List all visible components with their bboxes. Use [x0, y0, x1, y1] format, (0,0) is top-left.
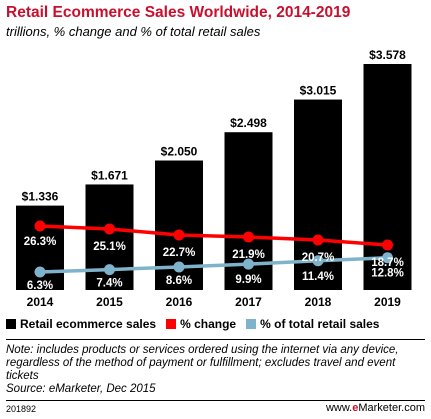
legend-label-sales: Retail ecommerce sales	[20, 317, 157, 331]
share-label-2019: 12.8%	[371, 268, 404, 280]
legend-swatch-sales	[6, 319, 16, 329]
chart-title: Retail Ecommerce Sales Worldwide, 2014-2…	[6, 4, 351, 21]
bar-value-label-2015: $1.671	[91, 168, 128, 182]
point-percent-total-2016	[173, 261, 185, 273]
bar-value-label-2018: $3.015	[300, 84, 337, 98]
legend-label-change: % change	[180, 317, 237, 331]
bar-value-label-2014: $1.336	[22, 190, 59, 204]
change-label-2015: 25.1%	[93, 241, 126, 253]
category-label-2015: 2015	[96, 295, 123, 309]
brand-prefix: www.	[325, 402, 353, 414]
share-label-2014: 6.3%	[27, 280, 53, 292]
legend-swatch-share	[246, 319, 257, 329]
point-percent-total-2017	[243, 258, 254, 270]
chart-code: 201892	[6, 404, 37, 414]
bar-value-label-2016: $2.050	[161, 145, 198, 159]
bar-value-label-2019: $3.578	[369, 48, 406, 62]
point-percent-change-2016	[173, 229, 185, 241]
line-percent-change	[39, 224, 388, 247]
legend-item-sales: Retail ecommerce sales	[6, 317, 156, 331]
change-label-2016: 22.7%	[163, 247, 196, 259]
brand-rest: Marketer.com	[358, 402, 425, 414]
change-label-2018: 20.7%	[302, 252, 335, 264]
category-label-2019: 2019	[374, 295, 401, 309]
change-label-2017: 21.9%	[232, 249, 265, 261]
legend-item-change: % change	[166, 317, 236, 331]
chart-area: $1.336 $1.671 $2.050 $2.498 $3.015 $3.578 26.3…	[16, 48, 412, 309]
category-label-2014: 2014	[27, 295, 54, 309]
note-text: Note: includes products or services orde…	[6, 344, 399, 382]
legend-label-share: % of total retail sales	[260, 317, 380, 331]
legend: Retail ecommerce sales % change % of tot…	[6, 317, 389, 331]
legend-item-share: % of total retail sales	[246, 317, 379, 331]
source-text: Source: eMarketer, Dec 2015	[6, 383, 156, 395]
change-label-2019: 18.7%	[371, 257, 404, 269]
footnote: Note: includes products or services orde…	[6, 344, 426, 396]
category-label-2018: 2018	[305, 295, 332, 309]
share-label-2015: 7.4%	[96, 278, 122, 290]
point-percent-total-2014	[34, 266, 46, 278]
brand-e: e	[352, 402, 359, 414]
share-label-2016: 8.6%	[166, 275, 192, 287]
point-percent-total-2018	[312, 255, 324, 267]
point-percent-change-2018	[312, 234, 324, 246]
legend-swatch-change	[166, 319, 177, 329]
share-label-2018: 11.4%	[302, 271, 334, 283]
bar-value-label-2017: $2.498	[230, 116, 267, 130]
share-label-2017: 9.9%	[235, 274, 261, 286]
chart-subtitle: trillions, % change and % of total retai…	[6, 24, 261, 39]
divider-top	[6, 339, 425, 340]
point-percent-change-2017	[243, 231, 254, 243]
line-percent-total	[39, 255, 388, 274]
brand-logo: www.eMarketer.com	[326, 402, 425, 414]
category-label-2016: 2016	[166, 295, 193, 309]
change-label-2014: 26.3%	[24, 236, 57, 248]
point-percent-total-2015	[104, 264, 115, 276]
point-percent-change-2014	[34, 220, 46, 232]
point-percent-change-2015	[104, 223, 115, 235]
divider-bottom	[6, 400, 425, 401]
point-percent-total-2019	[382, 252, 393, 264]
category-label-2017: 2017	[235, 295, 262, 309]
point-percent-change-2019	[382, 239, 393, 251]
